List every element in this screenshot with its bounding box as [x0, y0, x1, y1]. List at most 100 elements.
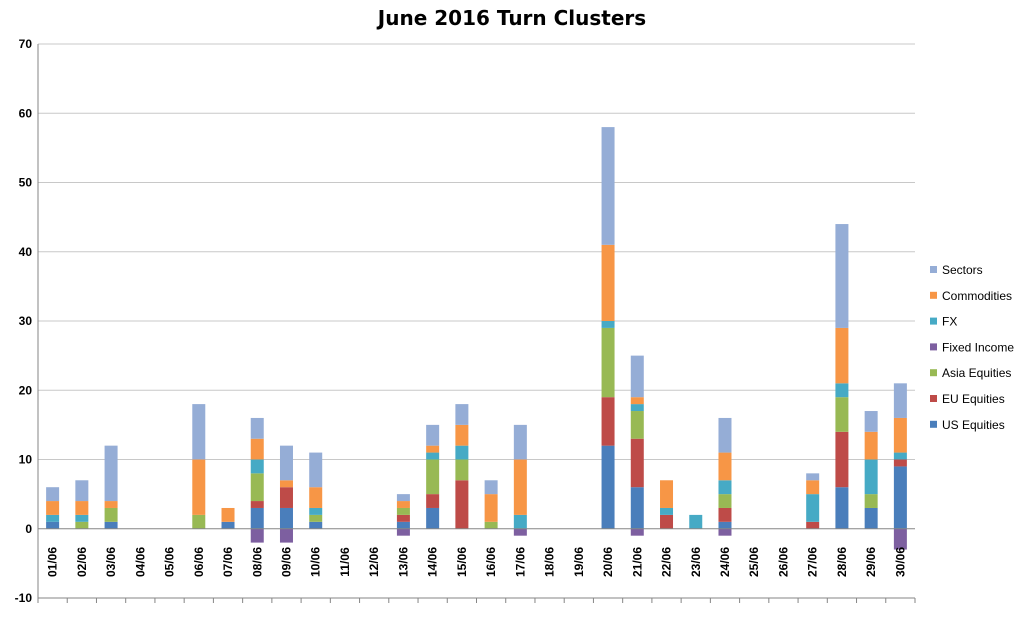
bar-segment [426, 452, 440, 460]
bar-segment [309, 452, 323, 488]
bar-segment [864, 507, 878, 529]
x-tick-label: 12/06 [367, 547, 381, 577]
bar-segment [484, 480, 498, 495]
x-tick-label: 22/06 [660, 547, 674, 577]
bar-segment [660, 514, 674, 529]
x-tick-label: 18/06 [543, 547, 557, 577]
bar-segment [396, 521, 410, 529]
x-tick-label: 15/06 [455, 547, 469, 577]
bar-segment [250, 507, 264, 529]
x-tick-label: 26/06 [776, 547, 790, 577]
bar-segment [718, 507, 732, 522]
bar-segment [864, 459, 878, 495]
bar-segment [426, 424, 440, 446]
bar-segment [309, 521, 323, 529]
gridlines [38, 43, 915, 599]
bar-segment [806, 521, 820, 529]
x-tick-label: 05/06 [163, 547, 177, 577]
x-tick-label: 04/06 [133, 547, 147, 577]
bar-segment [513, 459, 527, 515]
bar-segment [309, 514, 323, 522]
bar-segment [396, 501, 410, 508]
x-tick-label: 19/06 [572, 547, 586, 577]
legend-swatch [930, 420, 937, 428]
bar-segment [426, 507, 440, 529]
bar-segment [513, 514, 527, 529]
bar-segment [426, 459, 440, 495]
x-tick-label: 27/06 [806, 547, 820, 577]
x-tick-label: 14/06 [426, 547, 440, 577]
bar-segment [601, 127, 615, 245]
bar-segment [864, 411, 878, 432]
bar-segment [104, 445, 118, 502]
bar-segment [660, 480, 674, 508]
bar-segment [718, 528, 732, 536]
x-tick-label: 13/06 [396, 547, 410, 577]
y-tick-label: 40 [19, 245, 33, 259]
bar-segment [806, 480, 820, 495]
bar-segment [601, 244, 615, 321]
legend-label: Fixed Income [942, 340, 1014, 354]
bar-segment [835, 397, 849, 432]
bar-segment [455, 424, 469, 446]
bar-segment [250, 528, 264, 543]
bar-segment [396, 507, 410, 515]
bar-segment [396, 514, 410, 522]
y-tick-label: 70 [19, 37, 33, 51]
x-tick-label: 08/06 [250, 547, 264, 577]
x-tick-label: 07/06 [221, 547, 235, 577]
bar-segment [455, 404, 469, 425]
bar-segment [279, 480, 293, 488]
bar-segment [426, 494, 440, 508]
bar-segment [630, 355, 644, 398]
y-tick-label: -10 [15, 591, 33, 605]
bar-segment [893, 383, 907, 418]
bar-segment [250, 501, 264, 508]
bar-segment [46, 501, 60, 515]
x-tick-label: 17/06 [513, 547, 527, 577]
x-tick-label: 16/06 [484, 547, 498, 577]
bar-segment [192, 459, 206, 515]
bar-segment [455, 459, 469, 481]
x-tick-label: 06/06 [192, 547, 206, 577]
bar-segment [718, 494, 732, 508]
bar-segment [455, 480, 469, 529]
y-tick-label: 0 [25, 522, 32, 536]
bar-segment [221, 521, 235, 529]
x-tick-label: 01/06 [46, 547, 60, 577]
legend-label: Commodities [942, 289, 1012, 303]
legend-label: EU Equities [942, 392, 1005, 406]
bar-segment [250, 473, 264, 502]
legend-swatch [930, 395, 937, 402]
legend-swatch [930, 291, 937, 299]
chart-title: June 2016 Turn Clusters [376, 6, 646, 30]
x-tick-label: 25/06 [747, 547, 761, 577]
bar-segment [718, 452, 732, 481]
y-tick-label: 20 [19, 383, 33, 397]
legend-swatch [930, 317, 937, 325]
bar-segment [513, 424, 527, 460]
bar-segment [630, 528, 644, 536]
bar-segment [75, 480, 89, 502]
legend-label: Asia Equities [942, 366, 1011, 380]
axes [37, 44, 916, 603]
legend-swatch [930, 369, 937, 377]
legend-label: Sectors [942, 263, 983, 277]
y-tick-label: 50 [19, 176, 33, 190]
bar-segment [46, 487, 60, 502]
bar-segment [893, 459, 907, 467]
bar-segment [513, 528, 527, 536]
bar-segment [601, 445, 615, 529]
y-axis-ticks: -10 0 10 20 30 40 50 60 70 [15, 37, 33, 605]
bar-segment [601, 397, 615, 446]
x-tick-label: 09/06 [279, 547, 293, 577]
bar-segment [46, 521, 60, 529]
bar-segment [835, 327, 849, 384]
bar-segment [279, 528, 293, 543]
bar-segment [718, 521, 732, 529]
bar-segment [46, 514, 60, 522]
bar-segment [630, 487, 644, 529]
bar-segment [104, 501, 118, 508]
